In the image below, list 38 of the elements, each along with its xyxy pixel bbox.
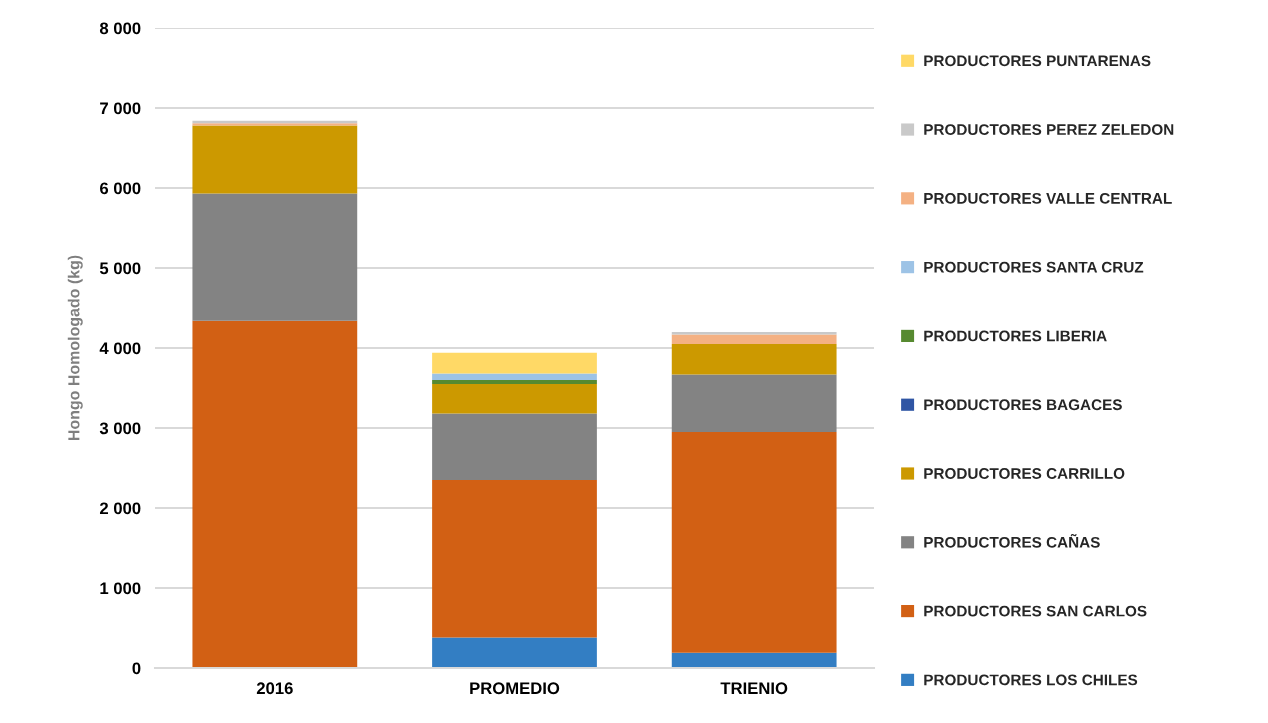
y-tick-label: 0: [132, 662, 141, 675]
y-tick-label: 4 000: [99, 342, 141, 355]
x-tick-label: PROMEDIO: [470, 682, 560, 695]
bar: [671, 652, 837, 668]
y-tick-label: 8 000: [99, 22, 141, 35]
bar: [432, 637, 597, 668]
bar: [671, 374, 837, 432]
y-tick-label: 5 000: [99, 262, 141, 275]
legend-label: PRODUCTORES CARRILLO: [924, 468, 1125, 479]
bar: [192, 125, 358, 194]
legend-label: PRODUCTORES BAGACES: [924, 399, 1122, 411]
legend-label: PRODUCTORES CAÑAS: [924, 533, 1100, 548]
legend-label: PRODUCTORES PEREZ ZELEDON: [924, 124, 1174, 135]
y-tick-label: 3 000: [99, 422, 141, 435]
bar: [192, 193, 358, 321]
bar: [432, 380, 597, 384]
bar: [432, 413, 597, 480]
legend-label: PRODUCTORES LIBERIA: [924, 330, 1107, 342]
x-tick-label: 2016: [256, 682, 293, 695]
bar: [192, 320, 358, 668]
x-tick-label: TRIENIO: [720, 682, 788, 695]
y-tick-label: 7 000: [100, 102, 141, 115]
y-axis-title: Hongo Homologado (kg): [67, 255, 83, 441]
bar: [671, 344, 837, 375]
y-tick-label: 2 000: [99, 502, 141, 515]
bar: [432, 352, 597, 374]
legend-label: PRODUCTORES LOS CHILES: [924, 674, 1138, 686]
y-tick-label: 6 000: [100, 182, 141, 195]
bar: [671, 432, 837, 653]
bar: [432, 373, 597, 380]
legend-label: PRODUCTORES PUNTARENAS: [924, 55, 1151, 67]
legend-label: PRODUCTORES SAN CARLOS: [924, 605, 1147, 617]
legend-label: PRODUCTORES SANTA CRUZ: [924, 261, 1144, 273]
bar: [432, 384, 597, 414]
y-tick-label: 1 000: [100, 582, 141, 595]
bar: [671, 334, 837, 344]
bar: [432, 480, 597, 638]
legend-label: PRODUCTORES VALLE CENTRAL: [924, 192, 1172, 204]
